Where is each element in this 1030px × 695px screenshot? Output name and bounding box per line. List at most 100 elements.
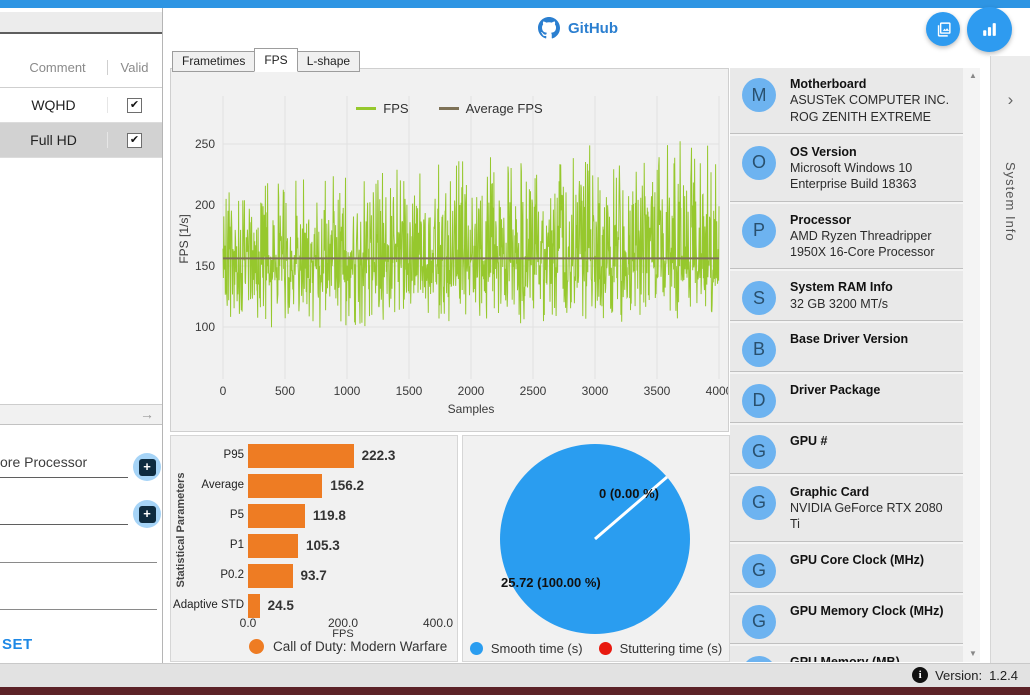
bar-row-p1: P1 105.3 [171,534,457,558]
plus-icon: + [138,458,156,476]
fps-line-swatch [356,107,377,110]
bar-category-label: Adaptive STD [173,599,244,611]
session-row-wqhd[interactable]: WQHD ✔ [0,88,162,123]
scroll-up-arrow[interactable]: ▲ [969,71,977,80]
add-processor-button[interactable]: + [133,453,161,481]
bar-chart-icon [983,23,996,36]
system-info-item-gpu-[interactable]: G GPU # [730,424,963,474]
reset-button[interactable]: SET [2,636,33,653]
svg-text:Samples: Samples [448,402,495,416]
game-legend-label: Call of Duty: Modern Warfare [273,639,448,654]
system-info-title: GPU Core Clock (MHz) [790,552,925,567]
valid-checkbox[interactable]: ✔ [127,132,142,148]
svg-text:0: 0 [220,384,227,398]
github-link[interactable]: GitHub [538,17,618,39]
comment-field[interactable] [0,585,157,610]
session-valid-cell: ✔ [108,97,161,113]
bar-value-label: 119.8 [312,508,346,523]
system-info-title: Processor [790,212,852,227]
legend-label: Average FPS [465,101,543,116]
session-table-header: Comment Valid [0,48,162,88]
system-info-title: Graphic Card [790,484,870,499]
version-label: Version: [935,667,983,683]
pie-chart-legend: Smooth time (s) Stuttering time (s) [463,641,729,656]
svg-text:1000: 1000 [334,384,361,398]
bar-row-p5: P5 119.8 [171,504,457,528]
sidebar-search-strip[interactable] [0,12,162,34]
svg-text:4000: 4000 [706,384,728,398]
session-comment: Full HD [0,132,108,148]
system-info-title: Motherboard [790,77,867,91]
svg-text:3000: 3000 [582,384,609,398]
legend-label: FPS [383,101,409,116]
system-info-item-motherboard[interactable]: M Motherboard ASUSTeK COMPUTER INC. ROG ZE… [730,68,963,134]
system-info-panel: M Motherboard ASUSTeK COMPUTER INC. ROG ZE… [730,68,980,662]
fps-chart-panel: FPS Average FPS 0 500 1000 1500 2000 2500 3000… [170,68,729,432]
bar-chart-x-axis-label: FPS [332,628,354,640]
avatar: G [742,485,776,520]
bar-x-tick: 200.0 [327,616,359,630]
bar-category-label: P5 [229,509,244,521]
avatar: M [742,78,776,112]
system-info-title: OS Version [790,144,857,159]
avatar: G [742,655,776,662]
smooth-slice-label: 25.72 (100.00 %) [501,575,601,590]
scroll-down-arrow[interactable]: ▼ [969,649,977,658]
system-info-value: ASUSTeK COMPUTER INC. ROG ZENITH EXTREME [790,93,950,124]
avatar: G [742,434,776,469]
bar-value-label: 156.2 [330,478,364,493]
session-valid-cell: ✔ [108,132,161,148]
tab-frametimes[interactable]: Frametimes [172,51,256,72]
session-row-full-hd[interactable]: Full HD ✔ [0,123,162,158]
system-info-item-system-ram-info[interactable]: S System RAM Info 32 GB 3200 MT/s [730,271,963,321]
svg-text:2500: 2500 [520,384,547,398]
add-gpu-button[interactable]: + [133,500,161,528]
stuttering-legend-dot [598,642,612,655]
bar [248,444,354,468]
system-info-title: GPU # [790,433,828,448]
avatar: P [742,213,776,248]
analysis-chart-button[interactable] [967,7,1012,52]
system-info-item-processor[interactable]: P Processor AMD Ryzen Threadripper 1950X 1… [730,203,963,270]
system-info-item-graphic-card[interactable]: G Graphic Card NVIDIA GeForce RTX 2080 Ti [730,475,963,542]
legend-item-smooth: Smooth time (s) [469,641,583,656]
system-info-item-driver-package[interactable]: D Driver Package [730,373,963,423]
statistics-bar-panel: Statistical Parameters P95 222.3 Average 15… [170,435,458,662]
plus-icon: + [138,505,156,523]
tab-l-shape[interactable]: L-shape [296,51,361,72]
bar-category-label: P0.2 [220,569,244,581]
svg-text:3500: 3500 [644,384,671,398]
bar-row-average: Average 156.2 [171,474,457,498]
gpu-field[interactable] [0,495,128,525]
legend-label: Stuttering time (s) [619,641,723,656]
bar-row-p0-2: P0.2 93.7 [171,564,457,588]
system-info-side-tab[interactable]: › System Info [990,56,1030,663]
system-info-title: Driver Package [790,382,881,397]
top-accent-strip [0,0,1030,8]
ram-field[interactable] [0,538,157,563]
system-info-item-gpu-memory-clock-mhz-[interactable]: G GPU Memory Clock (MHz) [730,594,963,644]
export-report-image-button[interactable] [926,12,960,46]
system-info-scrollbar[interactable]: ▲ ▼ [966,68,980,662]
bar-value-label: 222.3 [361,448,396,463]
bar-value-label: 24.5 [267,598,294,613]
valid-checkbox[interactable]: ✔ [127,97,142,113]
tab-bar: Frametimes FPS L-shape [172,48,361,72]
system-info-item-gpu-core-clock-mhz-[interactable]: G GPU Core Clock (MHz) [730,543,963,593]
bar-x-tick: 0.0 [239,616,257,630]
system-info-item-os-version[interactable]: O OS Version Microsoft Windows 10 Enterpri… [730,135,963,202]
collapse-chevron-icon[interactable]: › [1007,90,1014,109]
stutter-pie-panel: 0 (0.00 %) 25.72 (100.00 %) Smooth time … [462,435,730,662]
processor-field[interactable]: ore Processor [0,448,128,478]
status-bar: i Version: 1.2.4 [0,663,1030,687]
pie-chart-svg [500,444,690,634]
system-info-item-base-driver-version[interactable]: B Base Driver Version [730,322,963,372]
system-info-title: GPU Memory Clock (MHz) [790,603,944,618]
svg-text:150: 150 [195,259,215,273]
info-icon[interactable]: i [912,667,929,683]
system-info-item-gpu-memory-mb-[interactable]: G GPU Memory (MB) [730,645,963,662]
bar-value-label: 105.3 [306,538,340,553]
right-arrow-icon[interactable]: → [140,406,154,422]
tab-fps[interactable]: FPS [254,48,298,72]
